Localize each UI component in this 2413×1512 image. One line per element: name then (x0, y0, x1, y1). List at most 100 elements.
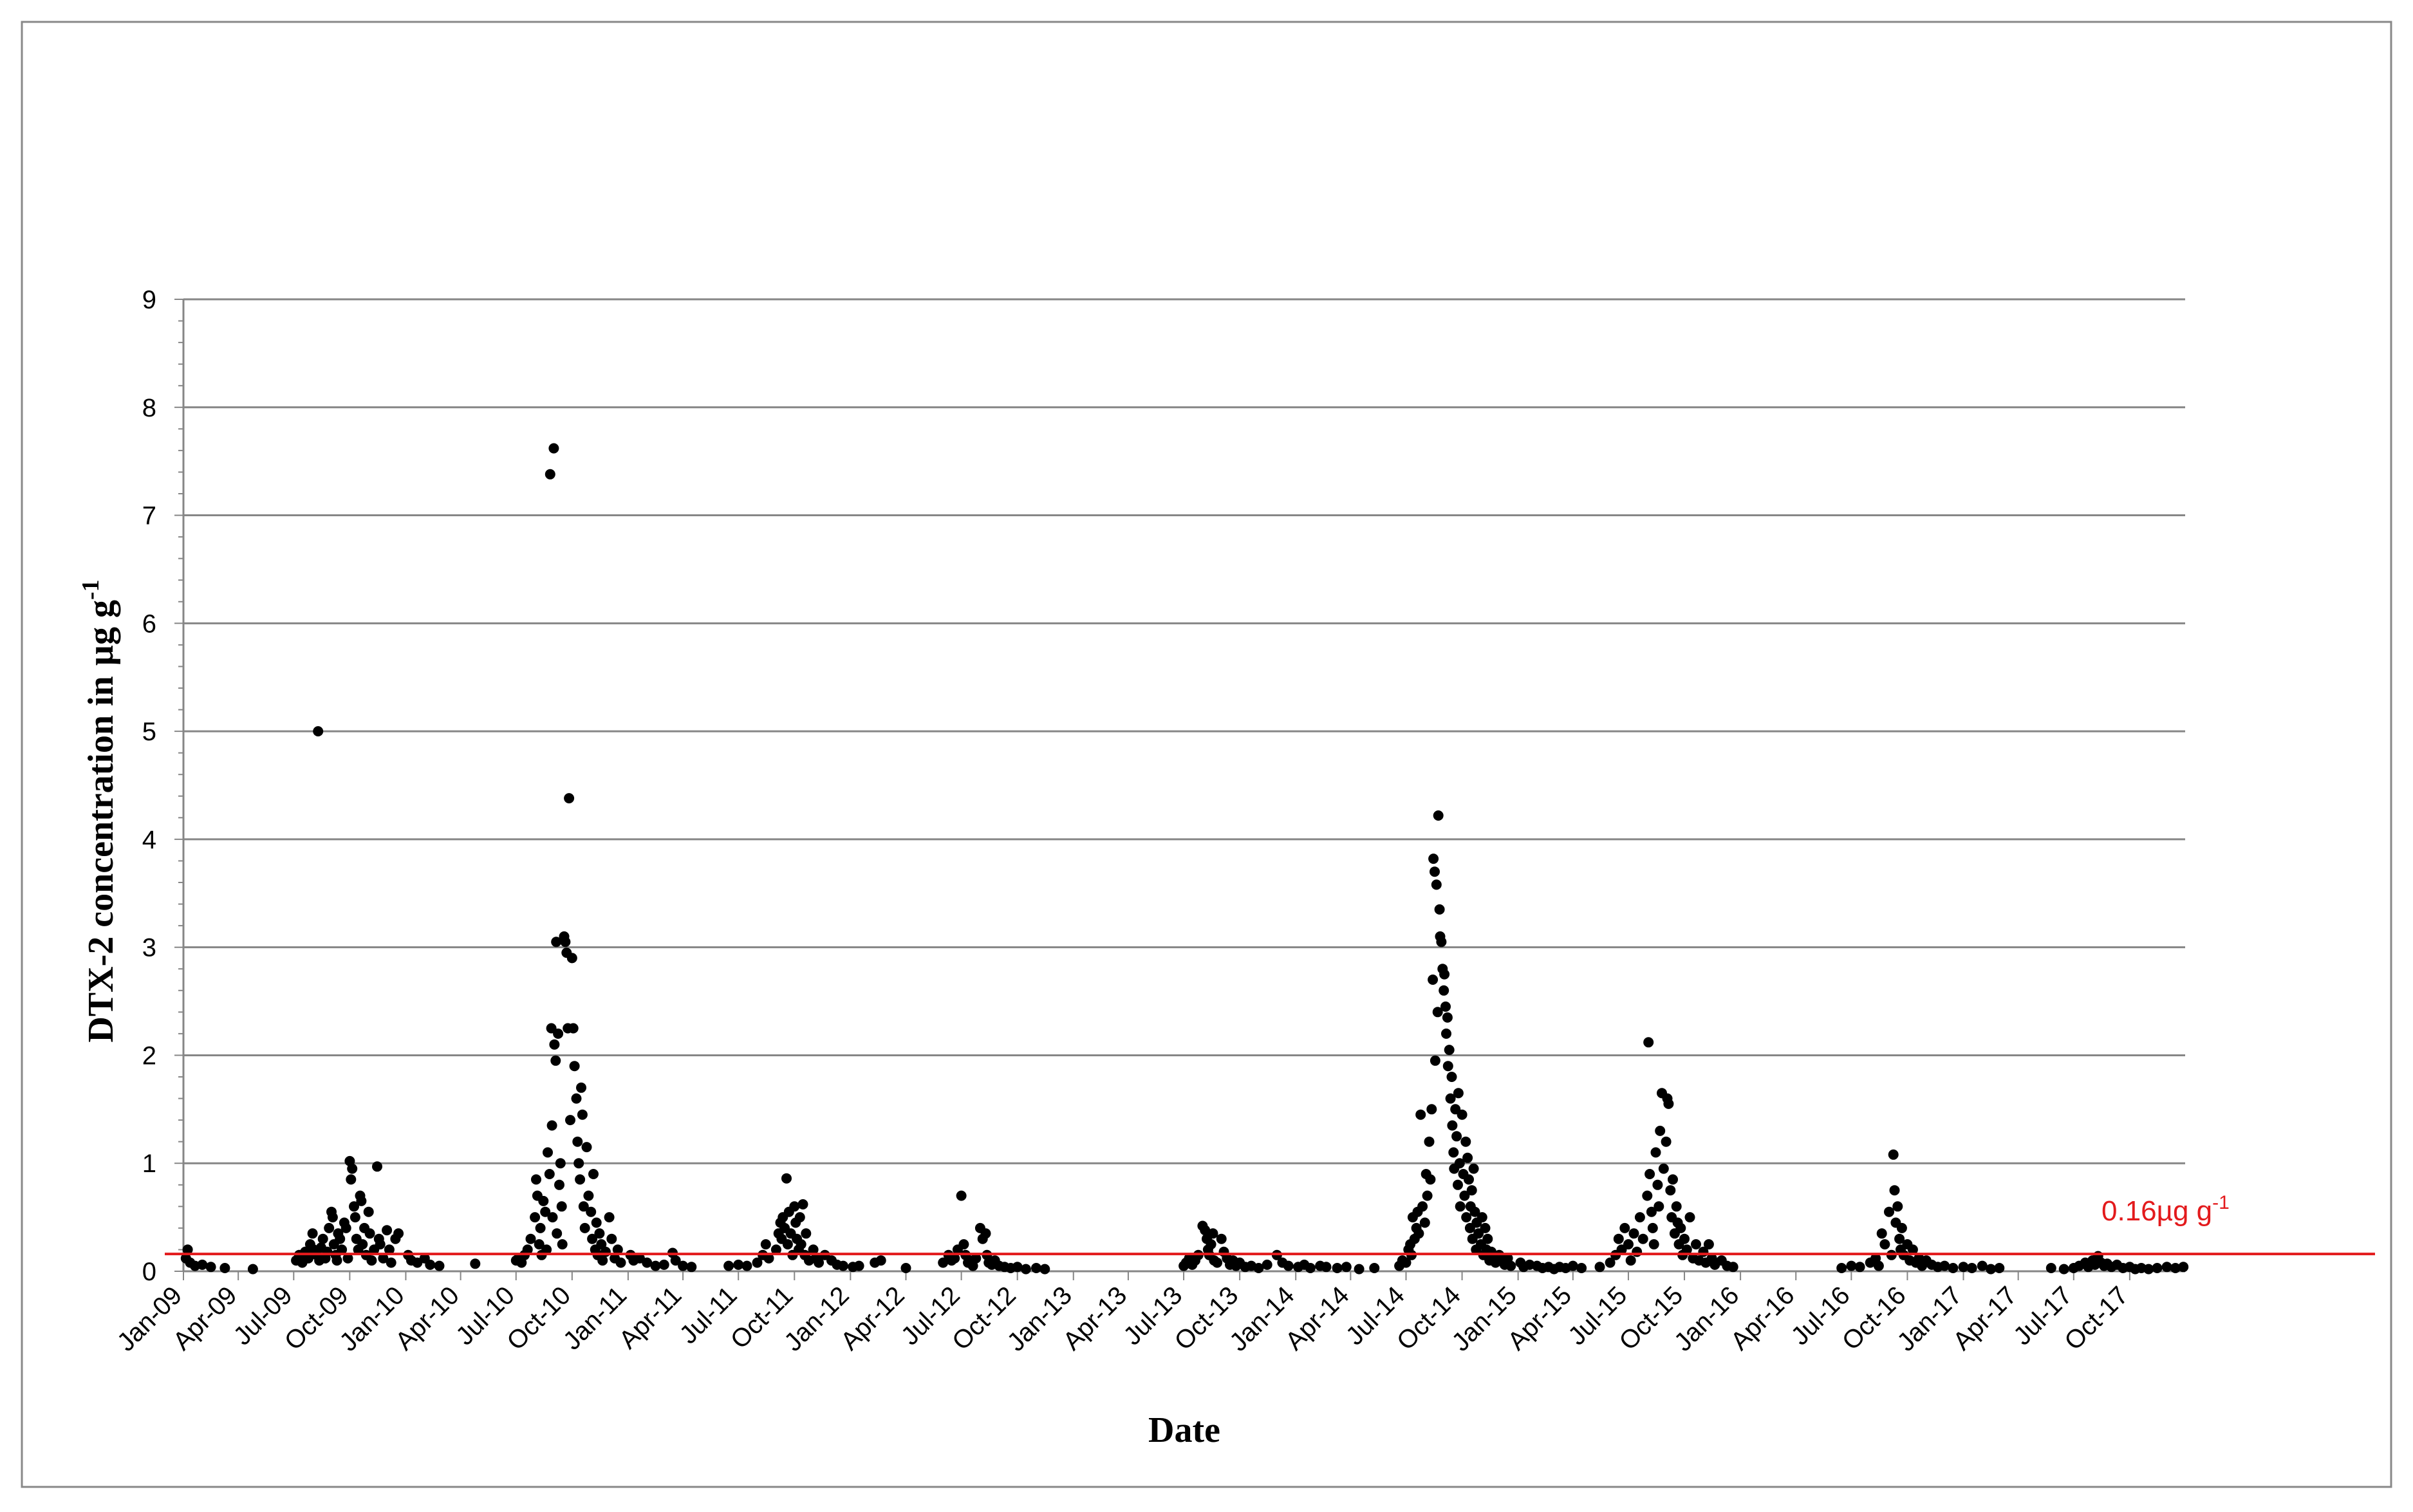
data-point (182, 1244, 193, 1255)
y-tick-label: 7 (142, 502, 156, 530)
data-point (938, 1257, 949, 1268)
data-point (378, 1253, 389, 1264)
data-point (1681, 1244, 1692, 1255)
data-point (1401, 1257, 1411, 1268)
data-point (1455, 1201, 1466, 1212)
data-point (552, 1228, 563, 1239)
data-point (760, 1239, 771, 1250)
data-point (1444, 1045, 1455, 1056)
data-point (1460, 1136, 1471, 1147)
data-point (1216, 1233, 1227, 1244)
data-point (733, 1259, 744, 1270)
data-point (1879, 1239, 1890, 1250)
y-axis-title: DTX-2 concentration in µg g-1 (77, 579, 121, 1042)
data-point (556, 1201, 567, 1212)
data-point (958, 1239, 969, 1250)
y-tick-label: 5 (142, 718, 156, 746)
data-point (522, 1244, 533, 1255)
data-point (578, 1201, 589, 1212)
data-point (796, 1239, 806, 1250)
data-point (347, 1163, 358, 1174)
data-point (2170, 1263, 2181, 1273)
data-point (1369, 1263, 1380, 1273)
data-point (1262, 1259, 1272, 1270)
data-point (658, 1259, 669, 1270)
data-point (1466, 1185, 1477, 1196)
y-tick-label: 0 (142, 1258, 156, 1286)
data-point (723, 1260, 734, 1271)
data-point (1451, 1131, 1462, 1142)
data-point (1468, 1163, 1479, 1174)
data-point (1684, 1212, 1695, 1223)
data-point (956, 1190, 967, 1201)
data-point (763, 1253, 774, 1264)
data-point (356, 1195, 367, 1206)
data-point (1966, 1263, 1977, 1273)
data-point (331, 1255, 342, 1266)
data-point (307, 1228, 318, 1239)
data-point (1894, 1233, 1905, 1244)
data-point (1031, 1263, 1041, 1273)
data-point (342, 1253, 353, 1264)
data-point (1480, 1222, 1491, 1233)
data-point (425, 1259, 436, 1270)
data-point (794, 1212, 805, 1223)
data-point (1428, 854, 1439, 864)
chart-border (21, 21, 2392, 1488)
data-point (1431, 879, 1442, 890)
data-point (219, 1263, 230, 1273)
data-point (470, 1258, 481, 1269)
data-point (568, 1023, 579, 1034)
data-point (1642, 1190, 1653, 1201)
data-point (197, 1259, 208, 1270)
data-point (1619, 1222, 1630, 1233)
data-point (1424, 1136, 1435, 1147)
data-point (1441, 1028, 1451, 1039)
data-point (1505, 1260, 1516, 1271)
data-point (1457, 1109, 1467, 1120)
data-point (554, 1179, 564, 1190)
data-point (382, 1225, 393, 1236)
data-point (583, 1190, 594, 1201)
data-point (1428, 975, 1439, 985)
data-point (1469, 1206, 1480, 1217)
data-point (853, 1260, 864, 1271)
data-point (782, 1239, 793, 1250)
data-point (596, 1239, 607, 1250)
data-point (1332, 1263, 1343, 1273)
y-tick-label: 8 (142, 394, 156, 422)
data-point (1846, 1260, 1857, 1271)
data-point (1461, 1212, 1472, 1223)
data-point (1892, 1201, 1903, 1212)
data-point (540, 1206, 551, 1217)
data-point (581, 1142, 592, 1153)
data-point (1439, 969, 1450, 980)
data-point (1321, 1262, 1332, 1273)
data-point (1986, 1264, 1997, 1274)
data-point (1650, 1147, 1661, 1158)
data-point (579, 1222, 590, 1233)
data-point (587, 1233, 598, 1244)
data-point (324, 1222, 335, 1233)
y-tick-label: 3 (142, 934, 156, 962)
data-point (1703, 1239, 1714, 1250)
data-point (801, 1228, 812, 1239)
data-point (1200, 1225, 1211, 1236)
data-point (1442, 1012, 1453, 1023)
data-point (2143, 1264, 2154, 1274)
data-point (1283, 1260, 1294, 1271)
data-point (1728, 1262, 1738, 1273)
data-point (678, 1260, 689, 1271)
data-point (1652, 1179, 1663, 1190)
threshold-label-main: 0.16µg g (2101, 1195, 2212, 1227)
data-point (781, 1173, 792, 1184)
data-point (1436, 937, 1447, 947)
data-point (577, 1109, 588, 1120)
data-point (586, 1206, 597, 1217)
threshold: 0.16µg g-1 (165, 1192, 2375, 1256)
data-point (560, 937, 571, 947)
data-point (1644, 1169, 1655, 1179)
data-point (1413, 1228, 1424, 1239)
y-tick-label: 9 (142, 286, 156, 314)
